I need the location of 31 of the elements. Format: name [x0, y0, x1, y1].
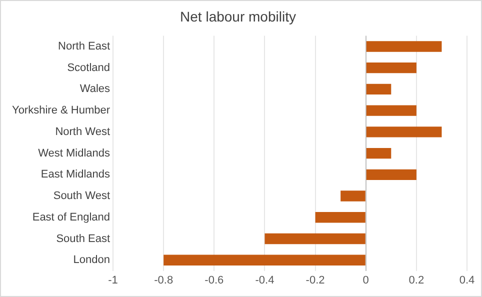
bar	[164, 254, 366, 266]
bar	[366, 105, 416, 116]
bar	[366, 41, 442, 52]
x-tick-label: -1	[108, 274, 118, 286]
x-tick-label: 0.4	[459, 274, 475, 286]
bar	[366, 84, 392, 95]
bar	[315, 212, 366, 223]
bar	[366, 126, 442, 138]
x-tick-label: -0.4	[255, 274, 274, 286]
y-tick-label: Wales	[80, 83, 111, 96]
bar	[366, 169, 416, 180]
y-tick-label: Yorkshire & Humber	[12, 104, 110, 117]
y-tick-label: East Midlands	[40, 168, 111, 181]
bar	[366, 62, 416, 74]
y-tick-label: London	[73, 254, 110, 266]
y-tick-label: Scotland	[67, 62, 110, 74]
y-tick-label: North East	[58, 40, 110, 53]
x-tick-label: -0.6	[204, 274, 224, 286]
y-tick-label: South West	[53, 190, 110, 202]
y-tick-label: West Midlands	[38, 147, 111, 160]
y-tick-label: North West	[55, 126, 110, 138]
x-tick-label: -0.8	[154, 274, 174, 286]
x-tick-label: -0.2	[306, 274, 325, 286]
y-tick-label: South East	[56, 232, 110, 245]
x-tick-label: 0.2	[408, 274, 424, 286]
chart-title: Net labour mobility	[180, 8, 296, 24]
bar	[366, 148, 392, 159]
bar	[264, 233, 366, 244]
bar	[340, 190, 366, 202]
x-tick-label: 0	[362, 274, 369, 286]
y-tick-label: East of England	[32, 211, 110, 224]
